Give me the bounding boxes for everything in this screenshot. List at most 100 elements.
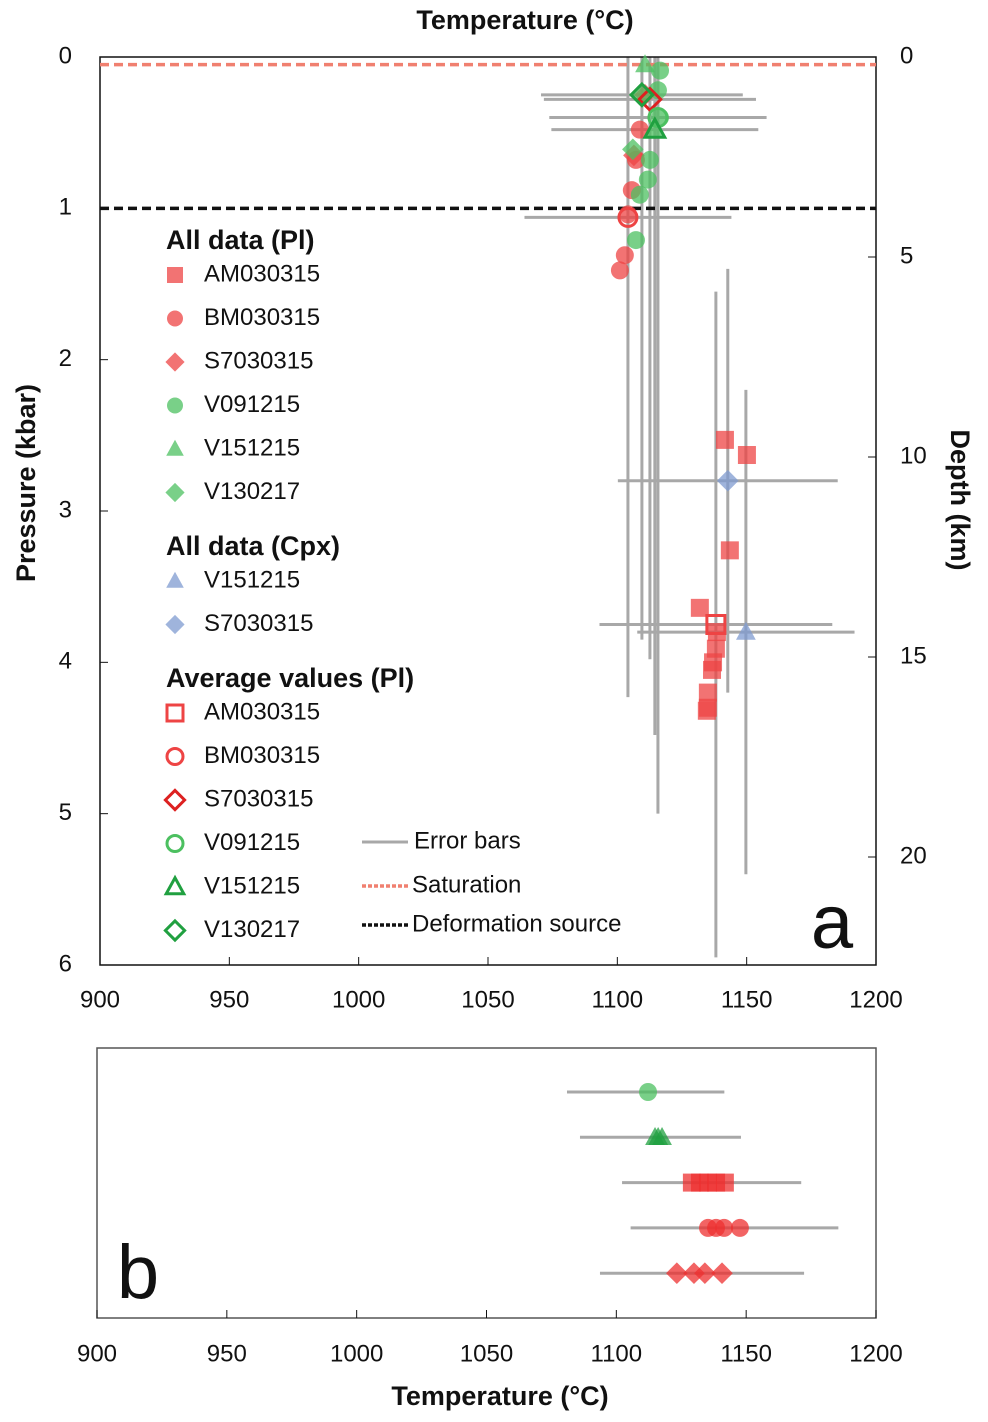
legend-label: BM030315 bbox=[204, 742, 320, 769]
data-point bbox=[640, 150, 659, 169]
data-point bbox=[715, 1218, 734, 1237]
legend-label: AM030315 bbox=[204, 260, 320, 287]
x-tick-label: 1000 bbox=[332, 986, 385, 1013]
data-point bbox=[666, 1262, 688, 1284]
y2-tick-label: 20 bbox=[900, 842, 927, 869]
x-tick-label: 1100 bbox=[591, 1340, 643, 1367]
x-axis-title: Temperature (°C) bbox=[416, 5, 633, 35]
data-point bbox=[637, 86, 663, 113]
data-point bbox=[638, 170, 657, 189]
y-tick-label: 5 bbox=[59, 799, 72, 826]
data-point bbox=[715, 1173, 734, 1192]
data-point bbox=[630, 120, 649, 139]
legend-label: S7030315 bbox=[204, 610, 313, 637]
x-tick-label: 900 bbox=[77, 1340, 117, 1367]
data-point bbox=[628, 81, 655, 108]
legend-marker bbox=[165, 352, 185, 372]
data-point bbox=[716, 469, 739, 492]
data-point bbox=[610, 261, 629, 280]
legend-marker bbox=[167, 310, 183, 327]
y-tick-label: 0 bbox=[59, 42, 72, 69]
legend-label: S7030315 bbox=[204, 347, 313, 374]
legend-marker bbox=[167, 267, 183, 283]
data-point bbox=[706, 639, 725, 658]
y2-tick-label: 5 bbox=[900, 242, 913, 269]
data-point bbox=[639, 1083, 658, 1101]
x-tick-label: 1200 bbox=[849, 986, 902, 1013]
panel-label: a bbox=[811, 880, 854, 965]
data-point bbox=[622, 138, 644, 161]
legend-marker bbox=[163, 788, 187, 812]
legend-marker bbox=[166, 571, 184, 588]
legend-marker bbox=[165, 482, 185, 503]
x-tick-label: 1200 bbox=[849, 1340, 902, 1367]
data-point bbox=[652, 1126, 672, 1145]
x-tick-label: 1050 bbox=[460, 1340, 513, 1367]
data-point bbox=[635, 54, 655, 73]
legend-label: S7030315 bbox=[204, 785, 313, 812]
data-point bbox=[617, 206, 639, 228]
legend-marker bbox=[163, 918, 187, 943]
x-tick-label: 1150 bbox=[721, 986, 773, 1013]
data-point bbox=[711, 1262, 733, 1284]
data-point bbox=[626, 231, 645, 250]
legend-marker bbox=[166, 439, 184, 456]
y-tick-label: 4 bbox=[59, 648, 72, 675]
legend-group-title: All data (Cpx) bbox=[166, 531, 340, 561]
data-point bbox=[630, 185, 649, 204]
legend-marker bbox=[165, 747, 185, 766]
data-point bbox=[705, 614, 727, 635]
legend-marker bbox=[165, 614, 185, 635]
x-tick-label: 1000 bbox=[330, 1340, 383, 1367]
y2-tick-label: 0 bbox=[900, 42, 913, 69]
data-point bbox=[694, 1262, 716, 1284]
y-tick-label: 3 bbox=[59, 496, 72, 523]
y-tick-label: 1 bbox=[59, 194, 72, 221]
y-tick-label: 6 bbox=[59, 950, 72, 977]
legend-label: V130217 bbox=[204, 478, 300, 505]
legend-label: Error bars bbox=[414, 827, 521, 854]
x-tick-label: 1050 bbox=[461, 986, 514, 1013]
legend-label: V130217 bbox=[204, 916, 300, 943]
data-point bbox=[615, 246, 634, 265]
legend-marker bbox=[167, 397, 183, 414]
x-tick-label: 950 bbox=[207, 1340, 247, 1367]
data-point bbox=[651, 61, 670, 80]
legend-label: AM030315 bbox=[204, 698, 320, 725]
data-point bbox=[642, 116, 668, 139]
data-point bbox=[697, 701, 716, 720]
data-point bbox=[737, 446, 756, 465]
data-point bbox=[720, 541, 739, 560]
legend-label: V151215 bbox=[204, 872, 300, 899]
legend-label: V091215 bbox=[204, 391, 300, 418]
legend-marker bbox=[165, 834, 185, 853]
x-tick-label: 1150 bbox=[720, 1340, 772, 1367]
x-tick-label: 900 bbox=[80, 986, 120, 1013]
legend-group-title: Average values (Pl) bbox=[166, 663, 414, 693]
legend-label: V151215 bbox=[204, 434, 300, 461]
data-point bbox=[703, 660, 722, 679]
legend-label: BM030315 bbox=[204, 304, 320, 331]
y-tick-label: 2 bbox=[59, 345, 72, 372]
error-bars bbox=[524, 57, 855, 958]
legend-label: Saturation bbox=[412, 871, 521, 898]
x-axis-title: Temperature (°C) bbox=[391, 1381, 608, 1411]
data-point bbox=[730, 1218, 749, 1237]
legend-label: V151215 bbox=[204, 566, 300, 593]
legend-marker bbox=[165, 703, 185, 723]
legend-label: Deformation source bbox=[412, 910, 621, 937]
data-point bbox=[683, 1262, 705, 1284]
y2-tick-label: 10 bbox=[900, 442, 927, 469]
data-point bbox=[715, 430, 734, 449]
legend-group-title: All data (Pl) bbox=[166, 225, 315, 255]
y2-tick-label: 15 bbox=[900, 642, 927, 669]
x-tick-label: 1100 bbox=[592, 986, 644, 1013]
data-point bbox=[698, 683, 717, 702]
legend-marker bbox=[163, 874, 187, 896]
y-axis-title: Pressure (kbar) bbox=[11, 384, 41, 582]
panel-label: b bbox=[117, 1230, 159, 1315]
y2-axis-title: Depth (km) bbox=[945, 430, 975, 571]
legend-label: V091215 bbox=[204, 829, 300, 856]
